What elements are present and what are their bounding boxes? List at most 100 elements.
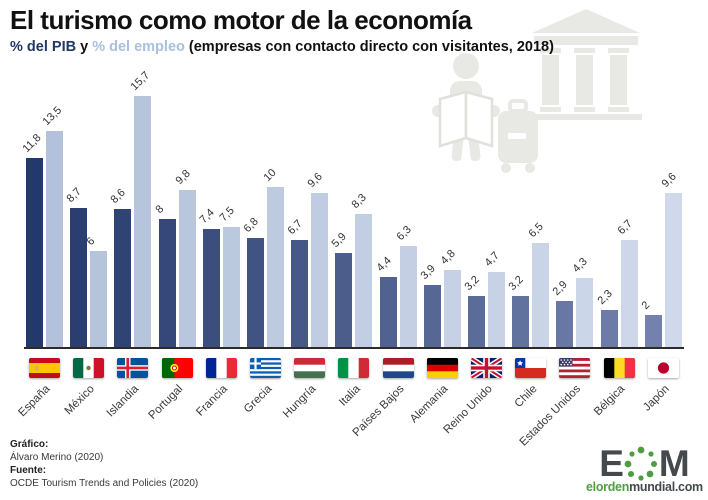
bar-group-12: 2,9 4,3 [551,69,595,347]
bar-group-1: 8,7 6 [64,69,109,347]
pt-flag-icon [161,357,193,378]
bar-pib-12: 2,9 [551,278,574,347]
country-label-area-3: Portugal [147,378,198,438]
bar-pib-2: 8,6 [109,187,132,347]
value-label-pib-1: 8,7 [64,185,85,205]
be-flag-icon [603,357,635,378]
subtitle: % del PIB y % del empleo (empresas con c… [10,39,696,55]
value-label-pib-14: 2 [639,299,653,312]
x-axis-line [24,346,684,349]
value-label-pib-2: 8,6 [108,186,129,207]
category-12: Estados Unidos [518,357,595,448]
bar-group-0: 11,8 13,5 [21,69,65,347]
bar-pib-6: 6,7 [286,217,309,347]
page-title: El turismo como motor de la economía [10,5,472,35]
mx-flag-icon [73,357,105,378]
category-3: Portugal [147,357,198,438]
value-label-empleo-9: 4,8 [438,247,458,268]
country-label-6: Hungría [280,382,319,421]
credit-fuente-label: Fuente: [10,465,47,476]
bar-group-4: 7,4 7,5 [197,69,242,347]
bar-empleo-5: 10 [262,167,285,347]
bar-pib-10: 3,2 [463,273,486,347]
category-7: Italia [333,357,374,438]
country-label-4: Francia [194,382,230,419]
value-label-empleo-6: 9,6 [305,170,326,191]
country-label-0: España [16,382,53,419]
value-label-pib-8: 4,4 [374,254,394,274]
bar-group-10: 3,2 4,7 [463,69,507,347]
country-label-area-13: Bélgica [592,378,640,438]
bar-pib-8: 4,4 [374,254,397,347]
value-label-pib-13: 2,3 [595,287,615,308]
value-label-empleo-8: 6,3 [394,223,414,244]
cl-flag-icon [515,357,547,378]
value-label-pib-7: 5,9 [329,230,350,250]
us-flag-icon [559,357,591,378]
header: El turismo como motor de la economía % d… [0,0,708,55]
value-label-empleo-13: 6,7 [615,217,635,237]
value-label-pib-6: 6,7 [285,217,306,237]
country-label-14: Japón [641,382,672,414]
bar-pib-0: 11,8 [21,132,44,347]
plot-area: 11,8 13,5 8,7 6 8,6 15,7 8 9,8 7,4 7,5 6,8 10 6,7 9,6… [21,69,684,347]
bar-chart: 11,8 13,5 8,7 6 8,6 15,7 8 9,8 7,4 7,5 6,8 10 6,7 9,6… [17,8,684,448]
country-label-11: Chile [512,382,540,410]
bar-empleo-11: 6,5 [527,221,550,347]
eom-letter-e: E [599,443,624,484]
bar-empleo-9: 4,8 [438,248,461,347]
legend-pib: % del PIB [10,38,77,55]
bar-empleo-2: 15,7 [129,69,153,347]
country-label-area-4: Francia [194,378,242,438]
bar-group-5: 6,8 10 [241,69,286,347]
value-label-pib-11: 3,2 [506,273,527,293]
category-8: Países Bajos [351,357,419,439]
value-label-empleo-14: 9,6 [659,170,679,191]
country-label-area-10: Reino Unido [442,378,507,438]
hu-flag-icon [294,357,326,378]
bar-pib-13: 2,3 [595,288,618,347]
country-label-area-0: España [17,378,65,438]
bar-empleo-4: 7,5 [217,205,240,347]
bar-pib-3: 8 [153,203,176,347]
is-flag-icon [117,357,149,378]
eom-domain: elordenmundial.com [586,480,703,494]
bar-empleo-7: 8,3 [350,192,373,347]
de-flag-icon [426,357,458,378]
credits: Gráfico: Álvaro Merino (2020) Fuente: OC… [10,438,198,490]
bar-group-3: 8 9,8 [153,69,198,347]
bar-empleo-10: 4,7 [483,249,506,347]
country-label-area-12: Estados Unidos [518,378,595,448]
country-label-7: Italia [336,382,363,409]
country-label-13: Bélgica [592,382,628,419]
value-label-pib-5: 6,8 [241,215,261,236]
suitcase-icon [498,98,538,173]
credit-grafico-value: Álvaro Merino (2020) [10,452,104,463]
category-axis: España México Islandia Portugal Francia Greci… [17,357,684,448]
eom-domain-dark: mundial.com [629,480,703,494]
value-label-empleo-7: 8,3 [349,191,370,212]
eom-letter-m: M [658,443,690,484]
value-label-pib-4: 7,4 [197,206,217,226]
bar-group-9: 3,9 4,8 [418,69,463,347]
category-0: España [17,357,65,438]
country-label-area-6: Hungría [281,378,330,438]
value-label-empleo-5: 10 [261,166,279,184]
category-13: Bélgica [592,357,640,438]
value-label-pib-12: 2,9 [550,278,571,298]
category-4: Francia [194,357,242,438]
value-label-empleo-0: 13,5 [40,104,65,128]
bar-group-11: 3,2 6,5 [506,69,551,347]
category-5: Grecia [242,357,286,438]
nl-flag-icon [382,357,414,378]
bar-group-13: 2,3 6,7 [595,69,640,347]
bar-pib-14: 2 [639,299,662,347]
credit-grafico-label: Gráfico: [10,439,49,450]
category-10: Reino Unido [442,357,507,438]
bar-group-8: 4,4 6,3 [374,69,419,347]
legend-empleo: % del empleo [92,38,185,55]
bar-empleo-6: 9,6 [306,171,329,347]
category-6: Hungría [281,357,330,438]
value-label-empleo-11: 6,5 [526,220,547,240]
value-label-pib-9: 3,9 [418,262,438,282]
